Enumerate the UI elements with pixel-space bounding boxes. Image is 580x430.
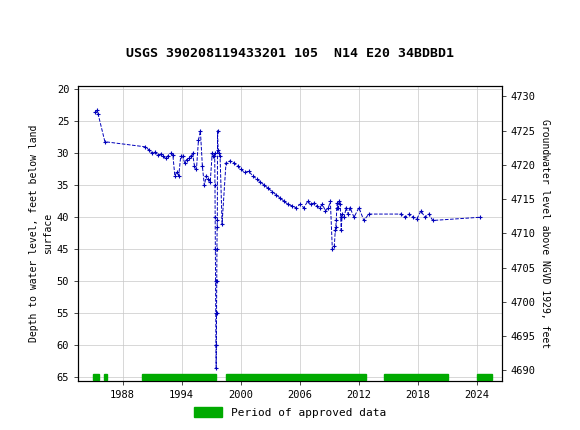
Bar: [383, 375, 448, 380]
Bar: [477, 375, 492, 380]
Bar: [142, 375, 216, 380]
Y-axis label: Depth to water level, feet below land
surface: Depth to water level, feet below land su…: [30, 125, 53, 342]
Bar: [226, 375, 366, 380]
Y-axis label: Groundwater level above NGVD 1929, feet: Groundwater level above NGVD 1929, feet: [540, 119, 550, 348]
Bar: [93, 375, 99, 380]
Legend: Period of approved data: Period of approved data: [190, 403, 390, 422]
Text: ≡USGS: ≡USGS: [9, 12, 79, 29]
Text: USGS 390208119433201 105  N14 E20 34BDBD1: USGS 390208119433201 105 N14 E20 34BDBD1: [126, 47, 454, 60]
Bar: [104, 375, 107, 380]
